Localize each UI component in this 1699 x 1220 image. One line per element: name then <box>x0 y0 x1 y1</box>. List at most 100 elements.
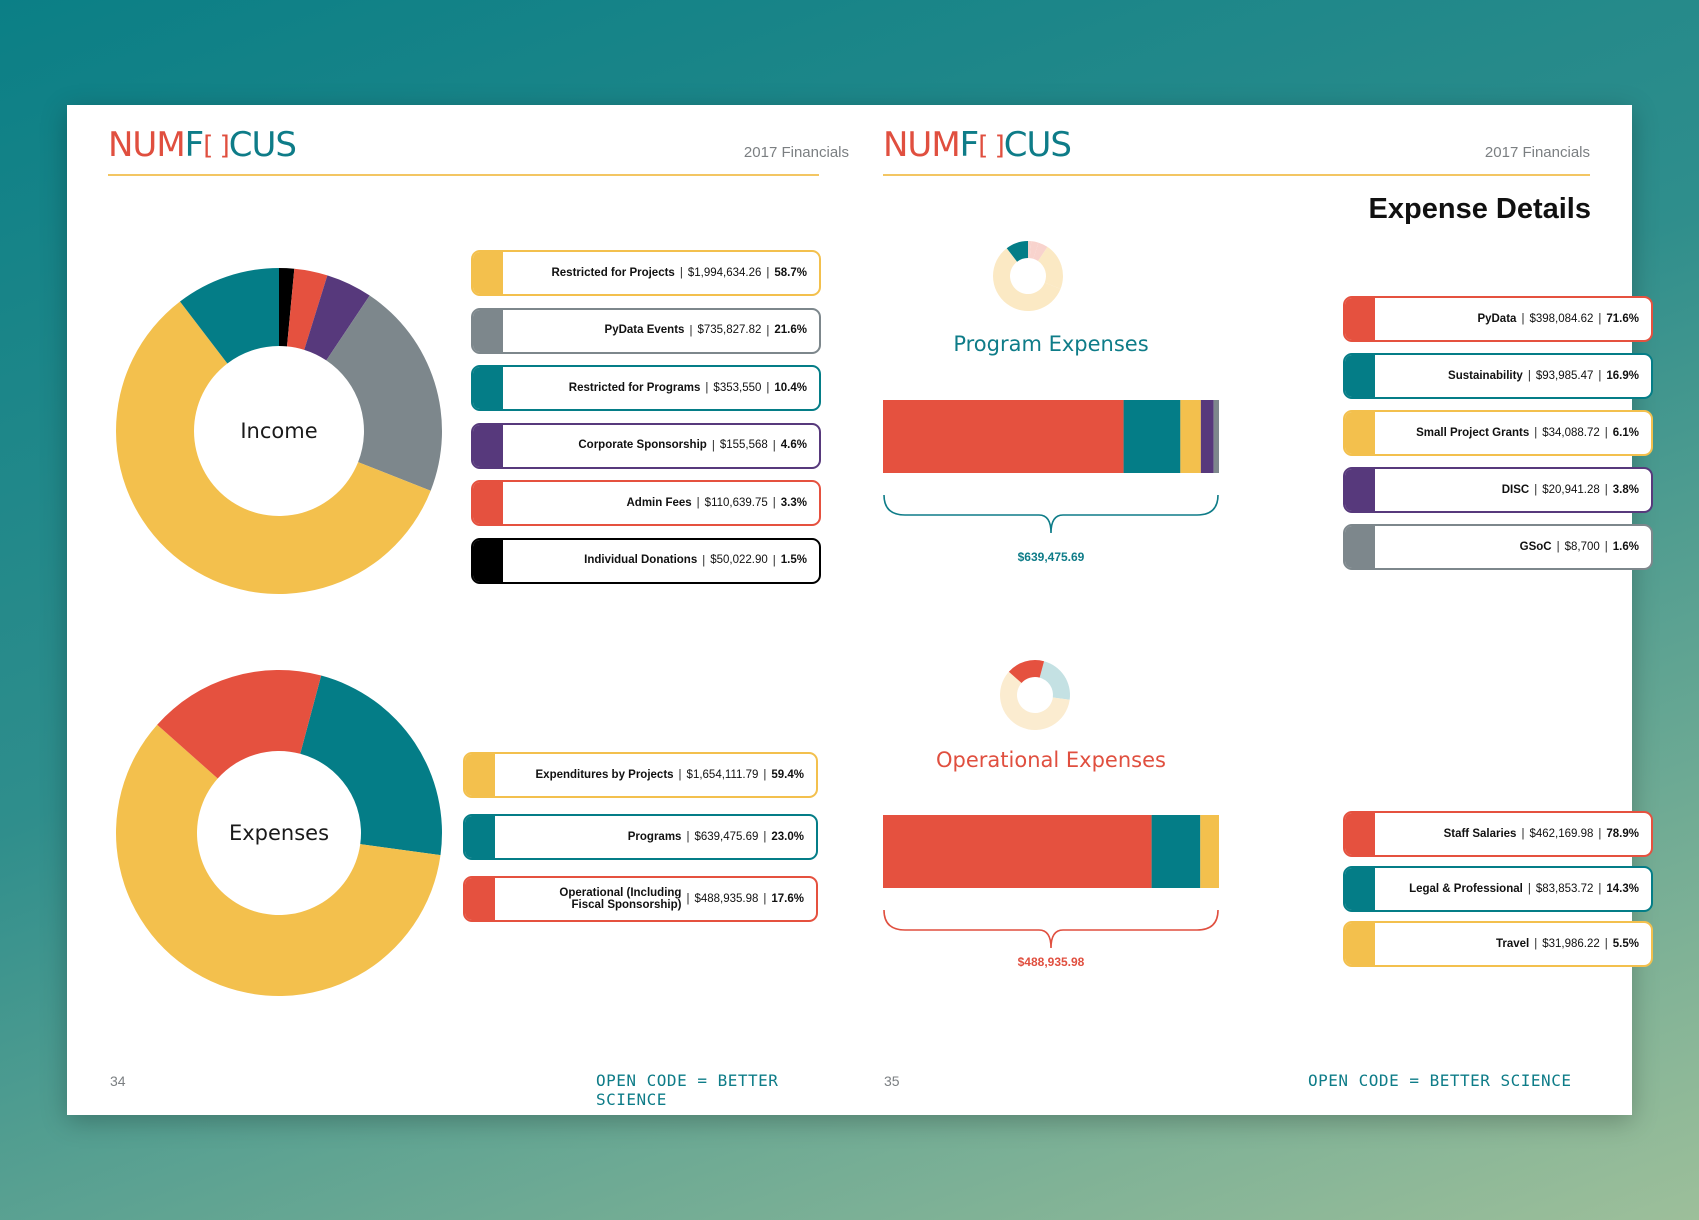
income-center-label: Income <box>240 419 317 443</box>
legend-amount: $8,700 <box>1564 541 1600 554</box>
legend-label: Individual Donations <box>584 554 698 567</box>
legend-text: Small Project Grants | $34,088.72 | 6.1% <box>1375 427 1651 439</box>
legend-separator: | <box>1604 541 1608 554</box>
legend-amount: $353,550 <box>713 382 762 395</box>
legend-item-operational-including-fiscal-sponsorship: Operational (Including Fiscal Sponsorshi… <box>463 876 818 922</box>
legend-separator: | <box>1521 828 1525 841</box>
legend-item-individual-donations: Individual Donations | $50,022.90 | 1.5% <box>471 537 821 584</box>
legend-separator: | <box>686 831 690 844</box>
legend-swatch <box>473 424 503 467</box>
expenses-slice-operational-including-fiscal-sponsorship <box>157 670 322 779</box>
legend-text: Restricted for Projects | $1,994,634.26 | 58… <box>503 267 819 279</box>
legend-separator: | <box>678 769 682 782</box>
income-slice-admin-fees <box>286 268 328 350</box>
operational_expenses-bar-staff-salaries <box>883 815 1152 888</box>
legend-swatch <box>1345 412 1375 454</box>
page-left: NUMF[ ]CUS 2017 Financials Income Expens… <box>67 105 849 1115</box>
legend-separator: | <box>689 324 693 337</box>
numfocus-logo: NUMF[ ]CUS <box>883 125 1072 165</box>
legend-text: Staff Salaries | $462,169.98 | 78.9% <box>1375 828 1651 840</box>
program-mini-slice-restricted-for-projects <box>993 248 1061 311</box>
program_expenses-bar-sustainability <box>1123 400 1181 473</box>
legend-swatch <box>473 367 503 409</box>
legend-swatch <box>473 309 503 352</box>
legend-percent: 3.8% <box>1612 484 1639 497</box>
legend-separator: | <box>1534 938 1538 951</box>
legend-separator: | <box>702 554 706 567</box>
legend-separator: | <box>1598 883 1602 896</box>
operational_expenses-bar-legal-professional <box>1151 815 1201 888</box>
income-slice-individual-donations <box>279 268 295 347</box>
legend-separator: | <box>766 382 770 395</box>
legend-separator: | <box>772 554 776 567</box>
income-slice-pydata-events <box>326 295 443 491</box>
legend-text: Legal & Professional | $83,853.72 | 14.3% <box>1375 883 1651 895</box>
legend-label: Small Project Grants <box>1416 426 1530 439</box>
legend-swatch <box>1345 526 1375 568</box>
legend-text: PyData | $398,084.62 | 71.6% <box>1375 313 1651 325</box>
legend-amount: $462,169.98 <box>1529 828 1594 841</box>
legend-text: DISC | $20,941.28 | 3.8% <box>1375 484 1651 496</box>
legend-separator: | <box>696 497 700 510</box>
expenses-slice-expenditures-by-projects <box>116 724 441 996</box>
legend-separator: | <box>1527 883 1531 896</box>
legend-text: PyData Events | $735,827.82 | 21.6% <box>503 324 819 336</box>
program-expenses-total: $639,475.69 <box>1017 550 1085 564</box>
legend-text: Individual Donations | $50,022.90 | 1.5% <box>503 554 819 566</box>
page-right: NUMF[ ]CUS 2017 Financials Expense Detai… <box>849 105 1653 1115</box>
legend-separator: | <box>1534 427 1538 440</box>
legend-label: DISC <box>1501 483 1530 496</box>
legend-percent: 1.5% <box>780 554 807 567</box>
legend-text: Programs | $639,475.69 | 23.0% <box>495 831 816 843</box>
legend-item-corporate-sponsorship: Corporate Sponsorship | $155,568 | 4.6% <box>471 422 821 469</box>
legend-separator: | <box>1604 427 1608 440</box>
program_expenses-bar-disc <box>1200 400 1214 473</box>
legend-text: Corporate Sponsorship | $155,568 | 4.6% <box>503 439 819 451</box>
legend-percent: 23.0% <box>771 831 804 844</box>
legend-percent: 1.6% <box>1612 541 1639 554</box>
legend-percent: 17.6% <box>771 893 804 906</box>
legend-separator: | <box>766 324 770 337</box>
legend-amount: $31,986.22 <box>1542 938 1600 951</box>
header-financials: 2017 Financials <box>1484 144 1590 161</box>
legend-separator: | <box>679 267 683 280</box>
legend-separator: | <box>1521 313 1525 326</box>
operational-mini-slice-operational-including-fiscal-sponsorship <box>1008 660 1045 684</box>
legend-percent: 21.6% <box>774 324 807 337</box>
legend-swatch <box>1345 868 1375 910</box>
legend-separator: | <box>1598 313 1602 326</box>
legend-text: Sustainability | $93,985.47 | 16.9% <box>1375 370 1651 382</box>
legend-item-staff-salaries: Staff Salaries | $462,169.98 | 78.9% <box>1343 811 1653 857</box>
legend-swatch <box>1345 923 1375 965</box>
legend-swatch <box>1345 298 1375 340</box>
legend-item-travel: Travel | $31,986.22 | 5.5% <box>1343 921 1653 967</box>
legend-item-restricted-for-programs: Restricted for Programs | $353,550 | 10.4% <box>471 365 821 411</box>
legend-separator: | <box>763 831 767 844</box>
program-mini-slice-corporate-sponsorship <box>1033 242 1048 262</box>
legend-item-pydata-events: PyData Events | $735,827.82 | 21.6% <box>471 307 821 354</box>
operational-expenses-total: $488,935.98 <box>1017 955 1085 969</box>
operational-expenses-bar <box>883 815 1219 949</box>
legend-amount: $20,941.28 <box>1542 484 1600 497</box>
expenses-center-label: Expenses <box>229 821 329 845</box>
legend-separator: | <box>1534 484 1538 497</box>
legend-label: Travel <box>1495 937 1530 950</box>
page-number: 35 <box>884 1073 900 1089</box>
legend-label: Operational (Including Fiscal Sponsorshi… <box>559 887 682 911</box>
legend-item-expenditures-by-projects: Expenditures by Projects | $1,654,111.79 | 5… <box>463 752 818 798</box>
legend-swatch <box>473 482 503 524</box>
legend-percent: 6.1% <box>1612 427 1639 440</box>
legend-label: Programs <box>627 830 682 843</box>
legend-text: Operational (Including Fiscal Sponsorshi… <box>495 887 816 911</box>
legend-amount: $155,568 <box>719 439 768 452</box>
program-expenses-bar <box>883 400 1219 534</box>
legend-separator: | <box>763 769 767 782</box>
legend-label: PyData Events <box>604 324 685 337</box>
legend-percent: 5.5% <box>1612 938 1639 951</box>
legend-separator: | <box>705 382 709 395</box>
legend-label: Corporate Sponsorship <box>578 439 707 452</box>
legend-separator: | <box>686 893 690 906</box>
legend-percent: 71.6% <box>1606 313 1639 326</box>
legend-label: PyData <box>1477 312 1517 325</box>
legend-item-gsoc: GSoC | $8,700 | 1.6% <box>1343 524 1653 570</box>
